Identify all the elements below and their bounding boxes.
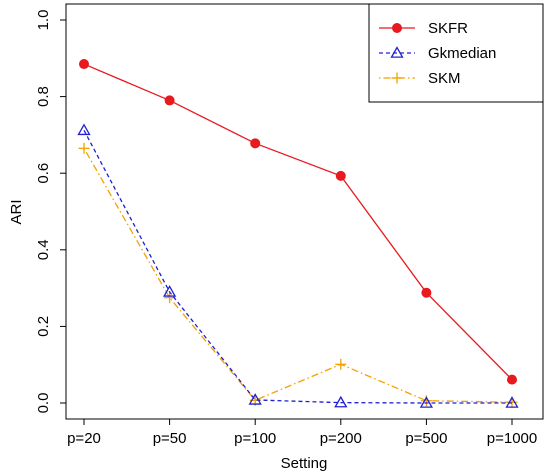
data-point-skm: [164, 292, 176, 304]
y-axis: 0.0 0.2 0.4 0.6 0.8 1.0: [35, 10, 66, 414]
data-point-skfr: [507, 374, 517, 385]
series-line-skm: [83, 147, 513, 403]
series-line-gkmedian: [83, 129, 512, 404]
y-tick-label: 0.0: [35, 393, 52, 414]
x-tick-label: p=200: [320, 430, 362, 447]
legend-label-gkmedian: Gkmedian: [428, 45, 496, 62]
legend-marker-skfr: [392, 23, 402, 33]
data-point-skfr: [164, 95, 175, 106]
data-point-skfr: [250, 138, 261, 149]
data-point-gkmedian: [162, 285, 177, 297]
data-point-gkmedian: [248, 393, 262, 405]
y-tick-label: 1.0: [35, 10, 52, 31]
x-tick-label: p=500: [405, 430, 447, 447]
x-axis-title: Setting: [281, 455, 328, 472]
data-point-gkmedian: [505, 396, 519, 408]
x-axis: p=20 p=50 p=100 p=200 p=500 p=1000: [67, 419, 537, 447]
plot-frame: [65, 3, 544, 420]
x-tick-label: p=100: [234, 430, 276, 447]
y-tick-label: 0.4: [35, 239, 52, 260]
y-tick-label: 0.8: [35, 86, 52, 107]
data-point-skfr: [335, 170, 346, 181]
y-axis-title: ARI: [8, 199, 25, 224]
legend-item-skm: SKM: [379, 70, 461, 87]
series-line-skfr: [83, 63, 513, 381]
legend-item-skfr: SKFR: [379, 20, 468, 37]
y-tick-label: 0.6: [35, 163, 52, 184]
data-point-skfr: [79, 59, 89, 70]
data-point-gkmedian: [77, 123, 91, 136]
legend-box: [368, 3, 544, 103]
data-point-skm: [335, 358, 347, 370]
legend: SKFR Gkmedian SKM: [368, 3, 544, 103]
legend-marker-skm: [391, 72, 403, 84]
legend-item-gkmedian: Gkmedian: [379, 45, 496, 62]
series-layer: [77, 59, 519, 408]
data-point-skm: [78, 142, 90, 154]
legend-marker-gkmedian: [390, 46, 404, 58]
data-point-gkmedian: [419, 396, 434, 408]
data-point-gkmedian: [334, 395, 348, 408]
series-skfr: [79, 59, 517, 385]
legend-label-skm: SKM: [428, 70, 461, 87]
x-tick-label: p=20: [67, 430, 101, 447]
x-tick-label: p=50: [153, 430, 187, 447]
series-skm: [78, 142, 518, 408]
x-tick-label: p=1000: [487, 430, 537, 447]
series-gkmedian: [77, 123, 519, 408]
data-point-skfr: [421, 287, 432, 298]
legend-label-skfr: SKFR: [428, 20, 468, 37]
y-tick-label: 0.2: [35, 316, 52, 337]
